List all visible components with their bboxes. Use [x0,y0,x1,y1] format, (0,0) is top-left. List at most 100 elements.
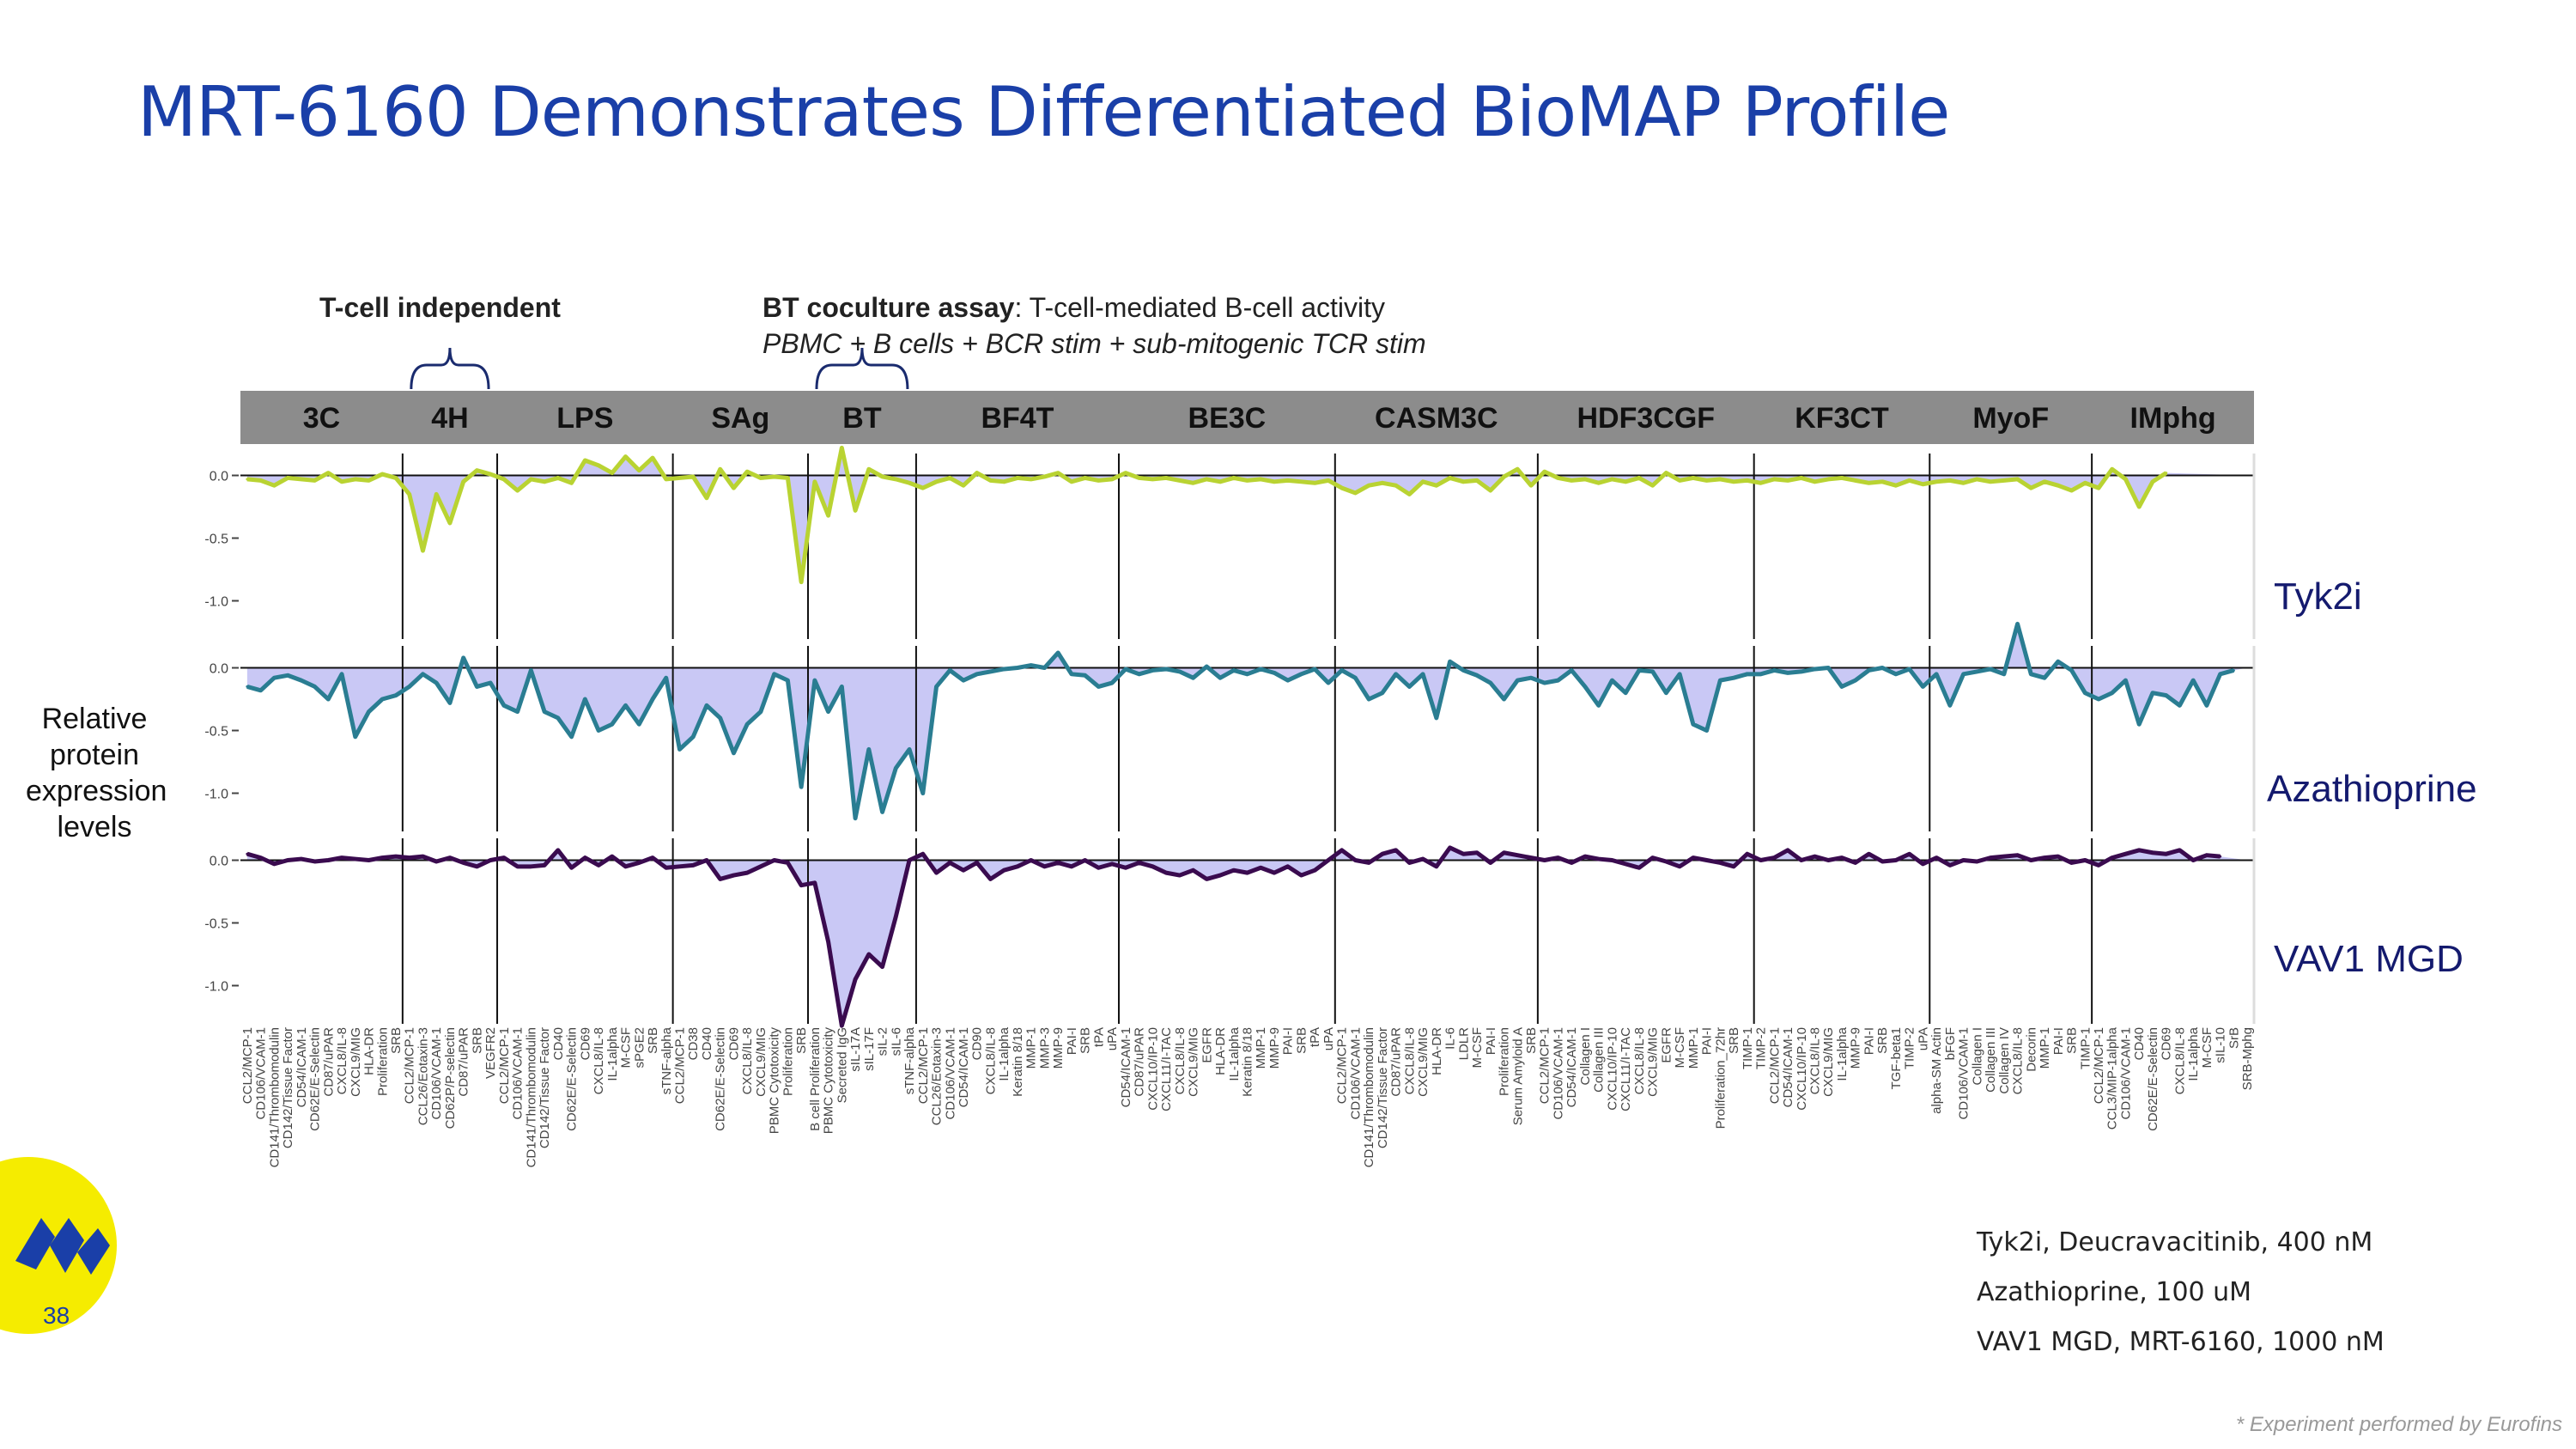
data-point [827,940,830,943]
x-tick-label: EGFR [1200,1027,1214,1063]
x-tick-label: CD106/VCAM-1 [511,1027,526,1120]
data-point [1705,859,1709,862]
data-point [867,953,871,956]
data-point [840,1024,843,1027]
data-point [543,710,546,714]
x-tick-label: CD106/VCAM-1 [429,1027,444,1120]
data-point [1908,667,1911,671]
data-point [1854,478,1857,482]
data-point [300,478,303,481]
x-tick-label: MMP-1 [1024,1027,1039,1068]
data-point [1826,859,1830,862]
annotation-bt-assay-desc: : T-cell-mediated B-cell activity [1014,292,1385,323]
data-point [1705,729,1709,733]
x-tick-label: SRB-Mphg [2240,1027,2255,1090]
data-point [516,489,519,492]
data-point [1624,862,1627,866]
data-point [1975,478,1978,481]
data-point [556,476,560,479]
data-point [272,862,276,866]
x-tick-label: Collagen III [1984,1027,1998,1093]
data-point [921,486,925,490]
data-point [1867,668,1870,672]
data-point [1867,481,1870,484]
x-tick-label: bFGF [1943,1027,1958,1060]
x-tick-label: CXCL9/MIG [349,1027,363,1097]
data-point [1543,470,1546,473]
y-axis-label-line: protein [50,739,139,771]
data-point [1786,478,1789,482]
x-tick-label: M-CSF [2200,1027,2215,1068]
data-point [1340,668,1344,672]
data-point [340,673,343,676]
data-point [2070,489,2074,492]
data-point [340,480,343,484]
data-point [1286,865,1290,868]
data-point [2165,694,2168,697]
x-tick-label: sTNF-alpha [902,1026,917,1094]
data-point [1232,476,1236,479]
x-tick-label: CXCL8/IL-8 [740,1027,755,1094]
x-tick-label: MMP-1 [1254,1027,1268,1068]
data-point [637,861,641,864]
data-point [1921,483,1924,486]
x-tick-label: sIL-10 [2214,1027,2228,1063]
x-tick-label: Collagen I [1578,1027,1593,1086]
data-point [975,861,979,864]
data-point [1597,481,1601,484]
data-point [1246,871,1249,874]
x-tick-label: HLA-DR [1213,1027,1228,1075]
data-point [2137,849,2141,852]
data-point [1692,476,1695,479]
data-point [1746,478,1749,482]
y-axis-label-line: expression [26,775,167,807]
data-point [1164,871,1168,874]
data-point [597,729,600,733]
x-tick-label: Collagen I [1970,1027,1984,1086]
data-point [1556,856,1559,860]
x-tick-label: CD106/VCAM-1 [1957,1027,1971,1120]
data-point [1138,476,1141,479]
data-point [1016,865,1019,868]
data-point [1678,673,1681,676]
x-tick-label: CD40 [700,1027,714,1060]
x-tick-label: CD54/ICAM-1 [1564,1027,1579,1107]
data-point [773,859,776,862]
x-tick-label: Proliferation [375,1027,390,1096]
system-header-label: BT [842,402,882,435]
data-point [773,673,776,676]
data-point [1975,670,1978,673]
x-tick-label: PAI-I [1065,1027,1079,1055]
data-point [286,859,289,862]
data-point [246,685,249,688]
data-point [259,689,263,692]
annotation-brace [410,347,490,390]
y-tick-label: -0.5 [204,917,228,932]
data-point [1637,668,1641,672]
x-tick-label: CD69 [2160,1027,2174,1060]
data-point [705,859,708,862]
data-point [1543,681,1546,685]
x-tick-label: CCL2/MCP-1 [497,1027,512,1104]
data-point [272,676,276,679]
page-title: MRT-6160 Demonstrates Differentiated Bio… [137,72,1950,152]
data-point [1814,667,1817,671]
data-point [2123,852,2127,855]
data-point [1921,685,1924,688]
data-point [2070,668,2074,672]
x-tick-label: Proliferation_72hr [1713,1027,1728,1129]
system-header-bar [240,391,2254,444]
data-point [1124,866,1127,869]
data-point [1894,673,1898,676]
data-point [1732,865,1735,868]
data-point [1935,480,1938,484]
data-point [2057,660,2060,663]
data-point [1138,673,1141,676]
data-point [1854,861,1857,864]
x-tick-label: MMP-9 [1849,1027,1863,1068]
data-point [1475,673,1479,677]
data-point [259,856,263,860]
data-point [1678,865,1681,868]
data-point [1097,478,1100,482]
data-point [380,856,384,860]
